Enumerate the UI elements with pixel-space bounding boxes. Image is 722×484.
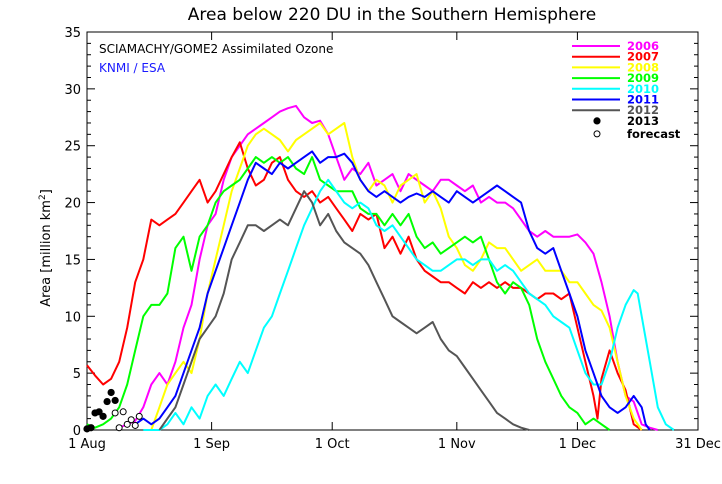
observed-2013-marker <box>103 397 111 406</box>
forecast-marker <box>111 409 119 417</box>
legend-label-2012: 2012 <box>627 103 659 117</box>
x-tick-label: 31 Dec <box>675 437 721 452</box>
series-line-2006 <box>118 104 659 431</box>
chart-title: Area below 220 DU in the Southern Hemisp… <box>188 5 596 25</box>
series-line-2011 <box>134 150 651 431</box>
y-tick-label: 15 <box>64 253 81 268</box>
observed-2013-marker <box>111 396 119 405</box>
series-line-2007 <box>86 141 643 431</box>
y-tick-label: 0 <box>73 424 81 439</box>
observed-2013-marker <box>87 424 95 432</box>
x-tick-label: 1 Dec <box>559 437 597 452</box>
legend-label-2006: 2006 <box>627 39 659 53</box>
y-tick-label: 25 <box>64 140 81 155</box>
series-line-2010 <box>143 178 675 431</box>
forecast-marker <box>135 412 143 420</box>
legend-label-2007: 2007 <box>627 50 659 64</box>
legend-label-2008: 2008 <box>627 60 659 74</box>
legend-label-2011: 2011 <box>627 93 659 107</box>
y-tick-label: 20 <box>64 197 81 212</box>
legend-label-forecast: forecast <box>627 127 681 141</box>
plot-frame <box>86 31 699 431</box>
observed-2013-marker <box>99 412 107 420</box>
series-line-2009 <box>86 156 611 431</box>
y-tick-label: 35 <box>64 26 81 41</box>
forecast-marker <box>131 421 139 429</box>
legend-label-2013: 2013 <box>627 114 659 128</box>
forecast-marker <box>119 408 127 416</box>
forecast-marker <box>115 424 123 432</box>
observed-2013-marker <box>107 388 115 397</box>
y-tick-label: 10 <box>64 310 81 325</box>
forecast-marker <box>127 416 135 424</box>
legend-marker-forecast <box>593 130 601 138</box>
data-source-annotation: SCIAMACHY/GOME2 Assimilated Ozone <box>99 42 333 56</box>
legend-label-2009: 2009 <box>627 71 659 85</box>
x-tick-label: 1 Nov <box>438 437 476 452</box>
y-axis-label: Area [million km2] <box>38 189 54 307</box>
x-tick-label: 1 Aug <box>68 437 106 452</box>
institution-annotation: KNMI / ESA <box>99 61 166 75</box>
y-tick-label: 5 <box>73 367 81 382</box>
y-tick-label: 30 <box>64 83 81 98</box>
legend-label-2010: 2010 <box>627 82 659 96</box>
x-tick-label: 1 Oct <box>315 437 350 452</box>
x-tick-label: 1 Sep <box>193 437 230 452</box>
series-line-2008 <box>150 122 643 431</box>
legend-marker-2013 <box>593 117 601 125</box>
forecast-marker <box>123 420 131 428</box>
series-line-2012 <box>158 190 530 431</box>
